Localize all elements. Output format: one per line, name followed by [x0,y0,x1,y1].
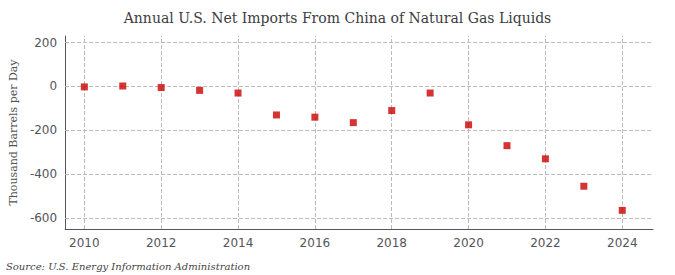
svg-text:-400: -400 [30,167,57,181]
svg-text:-200: -200 [30,123,57,137]
svg-text:2014: 2014 [223,236,254,250]
svg-text:200: 200 [34,36,57,50]
svg-text:0: 0 [49,79,57,93]
svg-text:2022: 2022 [530,236,561,250]
svg-text:Thousand Barrels per Day: Thousand Barrels per Day [7,59,20,206]
svg-text:2010: 2010 [69,236,100,250]
svg-text:-600: -600 [30,211,57,225]
svg-text:2018: 2018 [376,236,407,250]
svg-text:Source: U.S. Energy Informatio: Source: U.S. Energy Information Administ… [6,261,250,272]
svg-text:2012: 2012 [146,236,177,250]
svg-text:2020: 2020 [453,236,484,250]
svg-text:2024: 2024 [607,236,638,250]
svg-text:2016: 2016 [300,236,331,250]
svg-text:Annual U.S. Net Imports From C: Annual U.S. Net Imports From China of Na… [123,10,552,26]
